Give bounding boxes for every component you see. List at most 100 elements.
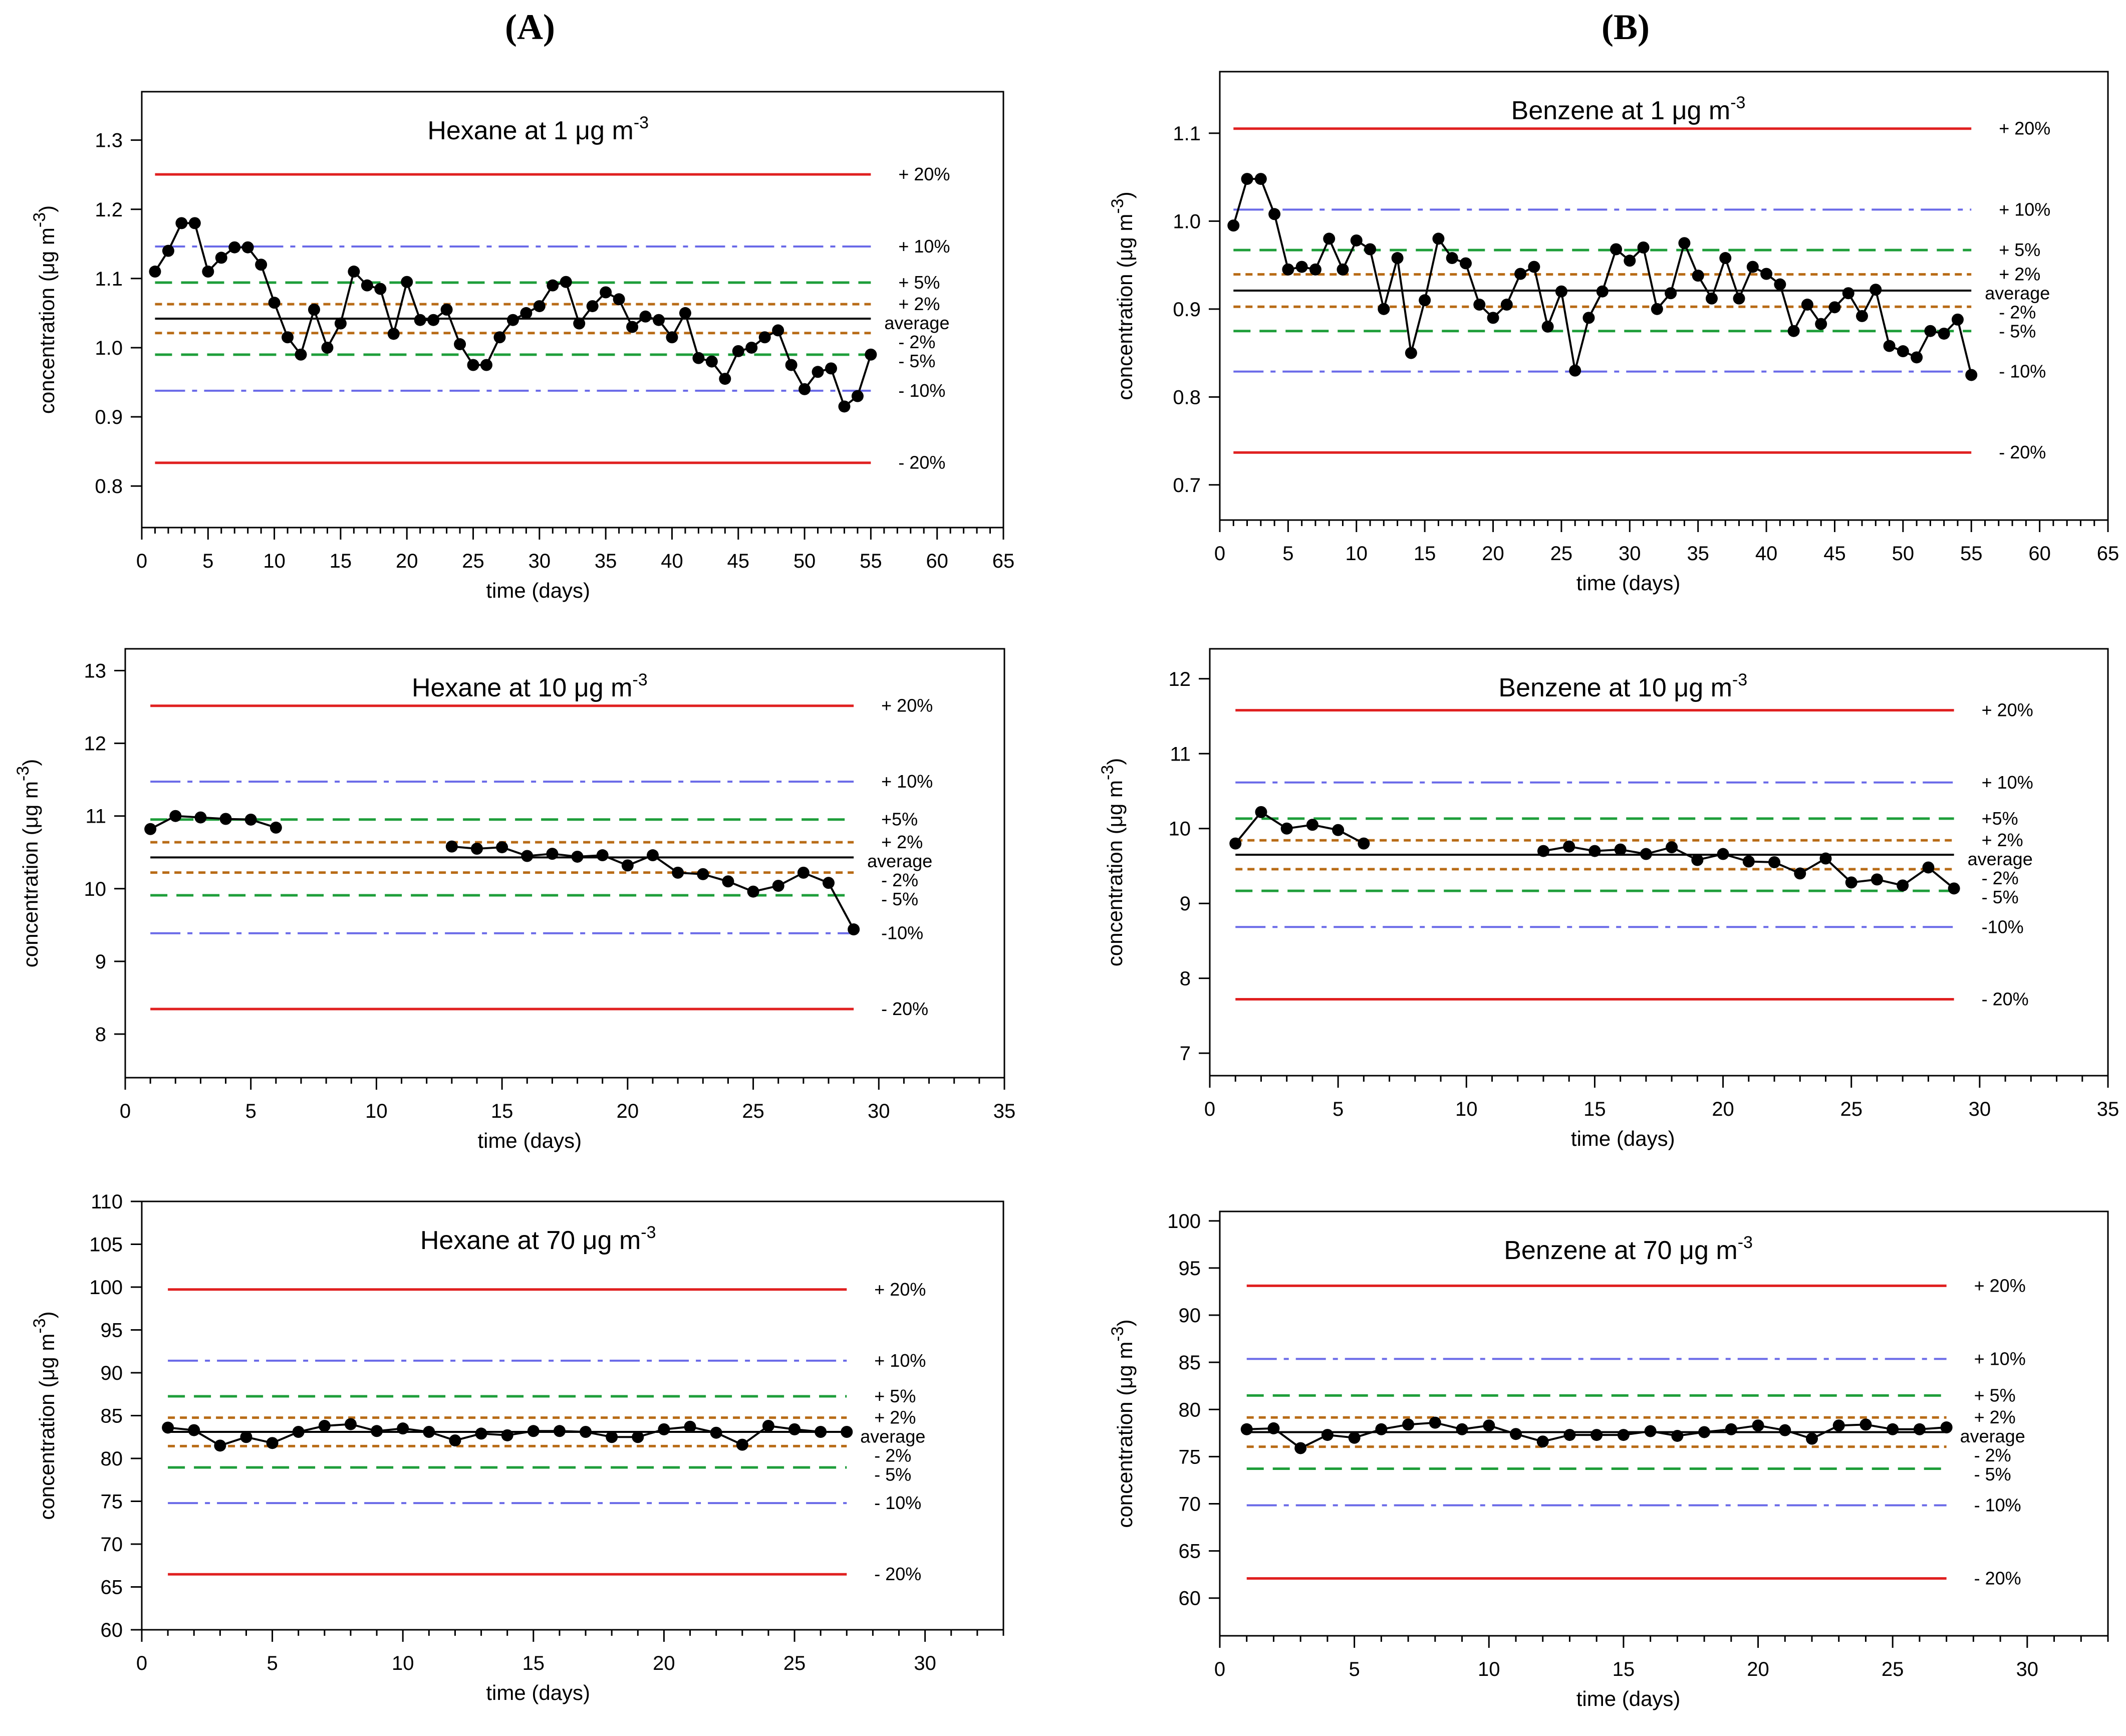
reference-label-avg: average — [867, 851, 932, 871]
data-point — [1779, 1424, 1791, 1436]
data-point — [1911, 351, 1923, 364]
data-point — [1842, 287, 1854, 300]
data-point — [440, 304, 453, 316]
y-tick-label: 1.2 — [95, 199, 123, 221]
y-axis-label: concentration (μg m-3) — [30, 1311, 59, 1520]
reference-label-m10: - 10% — [1974, 1495, 2021, 1516]
reference-label-m5: - 5% — [1982, 887, 2019, 907]
data-point — [626, 321, 639, 333]
data-point — [1671, 1429, 1684, 1442]
chart-title: Benzene at 70 μg m-3 — [1504, 1233, 1753, 1265]
data-point — [1938, 327, 1950, 340]
data-point — [1665, 287, 1677, 300]
y-tick-label: 8 — [1180, 968, 1191, 990]
y-tick-label: 90 — [1179, 1305, 1201, 1327]
x-tick-label: 20 — [1747, 1658, 1769, 1680]
data-point — [471, 842, 483, 855]
data-point — [1815, 318, 1827, 330]
data-point — [1806, 1432, 1818, 1445]
data-point — [838, 400, 851, 413]
data-point — [1240, 1423, 1253, 1435]
data-point — [1948, 882, 1960, 895]
data-point — [1541, 320, 1554, 333]
x-tick-label: 20 — [1482, 543, 1504, 565]
data-point — [371, 1425, 383, 1437]
data-point — [1637, 241, 1650, 254]
x-tick-label: 0 — [136, 550, 147, 572]
data-point — [1897, 345, 1909, 358]
reference-label-p10: + 10% — [874, 1350, 926, 1371]
y-axis-label-superscript: -3 — [30, 1318, 49, 1333]
data-point — [1402, 1418, 1415, 1431]
x-tick-label: 30 — [1619, 543, 1641, 565]
reference-label-p20: + 20% — [1982, 700, 2033, 720]
y-tick-label: 95 — [1179, 1258, 1201, 1280]
y-axis-label: concentration (μg m-3) — [1108, 1319, 1137, 1528]
data-point — [348, 266, 360, 278]
plot-frame — [1219, 1210, 2109, 1637]
data-point — [162, 1421, 174, 1434]
data-point — [560, 276, 572, 288]
data-point — [449, 1434, 461, 1447]
data-point — [1241, 173, 1253, 185]
data-point — [496, 841, 508, 854]
data-point — [553, 1425, 566, 1437]
data-point — [241, 241, 254, 254]
data-point — [1358, 837, 1370, 850]
x-tick-label: 0 — [120, 1100, 131, 1122]
reference-label-p2: + 2% — [898, 294, 940, 314]
data-point — [632, 1431, 644, 1443]
y-tick-label: 110 — [91, 1191, 123, 1213]
data-point — [580, 1425, 592, 1438]
y-tick-label: 70 — [1179, 1493, 1201, 1515]
y-axis-label-text: concentration (μg m — [1113, 1342, 1137, 1528]
x-tick-label: 15 — [522, 1652, 545, 1674]
x-tick-label: 0 — [1214, 543, 1225, 565]
y-axis-label-close: ) — [35, 1311, 59, 1318]
reference-label-m5: - 5% — [1999, 321, 2036, 342]
x-tick-label: 10 — [1478, 1658, 1500, 1680]
x-axis-label: time (days) — [477, 1129, 582, 1152]
y-axis-label-text: concentration (μg m — [19, 781, 42, 967]
y-tick-label: 0.7 — [1173, 474, 1201, 497]
data-point — [527, 1425, 540, 1437]
y-axis-label-close: ) — [1113, 191, 1137, 198]
reference-label-p5: + 5% — [898, 272, 940, 293]
x-tick-label: 55 — [1960, 543, 1983, 565]
x-tick-label: 65 — [992, 550, 1015, 572]
x-tick-label: 15 — [330, 550, 352, 572]
y-axis-label-text: concentration (μg m — [1103, 780, 1127, 966]
data-point — [1746, 261, 1759, 273]
x-tick-label: 35 — [595, 550, 617, 572]
data-point — [606, 1431, 618, 1443]
data-point — [546, 848, 559, 860]
y-tick-label: 0.8 — [95, 475, 123, 498]
y-axis-label-superscript: -3 — [14, 766, 33, 781]
data-point — [1229, 837, 1242, 850]
chart-title-superscript: -3 — [641, 1223, 656, 1242]
data-point — [1617, 1429, 1630, 1441]
data-point — [697, 868, 709, 880]
x-tick-label: 15 — [1583, 1098, 1606, 1120]
data-point — [772, 324, 784, 337]
data-point — [596, 849, 609, 862]
data-point — [533, 300, 546, 313]
data-point — [825, 362, 837, 375]
data-point — [1774, 278, 1786, 291]
data-point — [374, 283, 387, 295]
x-tick-label: 40 — [1755, 543, 1778, 565]
x-tick-label: 25 — [1550, 543, 1573, 565]
data-point — [747, 885, 759, 898]
y-tick-label: 60 — [1179, 1588, 1201, 1610]
x-tick-label: 20 — [396, 550, 418, 572]
y-axis-label: concentration (μg m-3) — [14, 759, 42, 967]
data-point — [144, 823, 157, 835]
y-tick-label: 95 — [101, 1320, 123, 1342]
data-point — [423, 1425, 435, 1438]
reference-label-avg: average — [1968, 849, 2033, 869]
data-point — [1887, 1423, 1899, 1435]
reference-label-m2: - 2% — [1982, 868, 2019, 888]
data-point — [1375, 1423, 1388, 1435]
reference-label-avg: average — [884, 313, 949, 333]
x-tick-label: 25 — [783, 1652, 806, 1674]
